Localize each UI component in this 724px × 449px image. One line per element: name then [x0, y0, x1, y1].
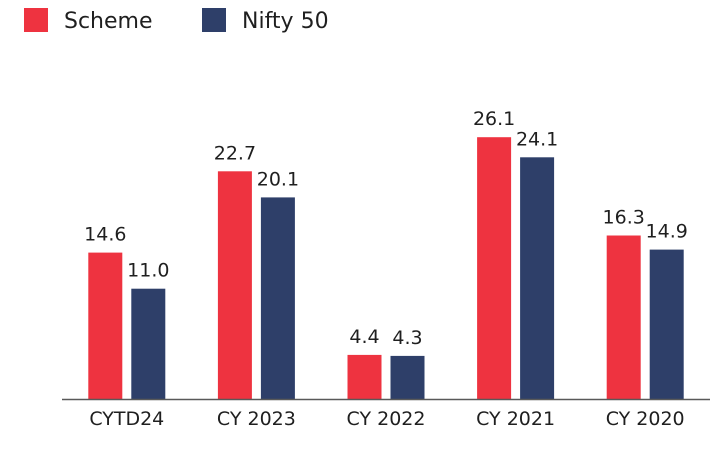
data-label-0-3: 26.1	[473, 108, 515, 130]
bar-0-3	[477, 137, 512, 399]
bar-1-1	[260, 197, 295, 399]
legend-label-0: Scheme	[64, 9, 153, 34]
bar-1-4	[649, 249, 684, 399]
category-label-0: CYTD24	[89, 408, 164, 430]
category-label-2: CY 2022	[347, 408, 426, 430]
category-label-1: CY 2023	[217, 408, 296, 430]
category-label-4: CY 2020	[606, 408, 685, 430]
legend-label-1: Nifty 50	[242, 9, 329, 34]
bar-0-0	[88, 252, 123, 399]
data-label-1-4: 14.9	[646, 221, 688, 243]
legend-swatch-0	[24, 8, 48, 32]
bar-0-2	[347, 354, 382, 399]
data-label-1-1: 20.1	[257, 168, 299, 190]
data-label-0-2: 4.4	[349, 326, 379, 348]
data-label-0-1: 22.7	[214, 142, 256, 164]
data-label-1-2: 4.3	[392, 327, 422, 349]
bar-1-3	[520, 157, 555, 399]
bar-0-1	[217, 171, 252, 399]
bar-0-4	[606, 235, 641, 399]
data-label-0-0: 14.6	[84, 224, 126, 246]
data-label-1-0: 11.0	[127, 260, 169, 282]
legend-swatch-1	[202, 8, 226, 32]
data-label-1-3: 24.1	[516, 128, 558, 150]
data-label-0-4: 16.3	[603, 207, 645, 229]
bar-1-0	[131, 288, 166, 399]
bar-1-2	[390, 355, 425, 399]
category-label-3: CY 2021	[476, 408, 555, 430]
